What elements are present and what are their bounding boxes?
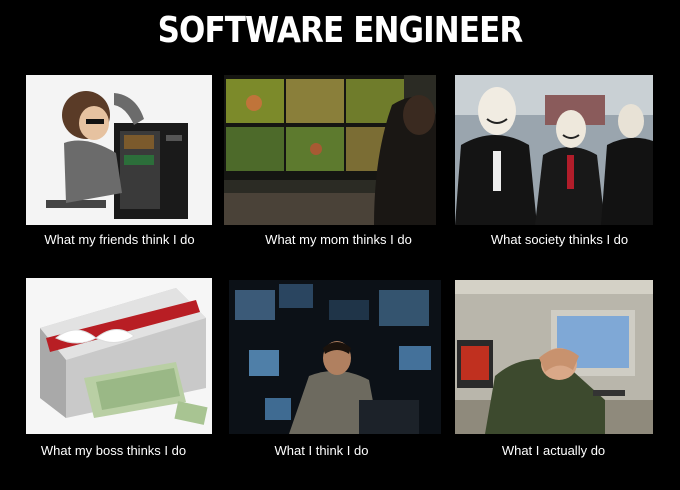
panel-actually-image <box>455 280 653 434</box>
panel-boss-image <box>26 278 212 434</box>
panel-friends-image <box>26 75 212 225</box>
panel-i-think-image <box>229 280 441 434</box>
caption-society: What society thinks I do <box>490 232 629 247</box>
caption-friends: What my friends think I do <box>44 232 195 247</box>
panel-society-image <box>455 75 653 225</box>
panel-mom-image <box>224 75 436 225</box>
caption-actually: What I actually do <box>501 443 606 458</box>
caption-i-think: What I think I do <box>274 443 369 458</box>
caption-boss: What my boss thinks I do <box>40 443 187 458</box>
caption-mom: What my mom thinks I do <box>265 232 412 247</box>
meme-title: SOFTWARE ENGINEER <box>157 10 524 51</box>
